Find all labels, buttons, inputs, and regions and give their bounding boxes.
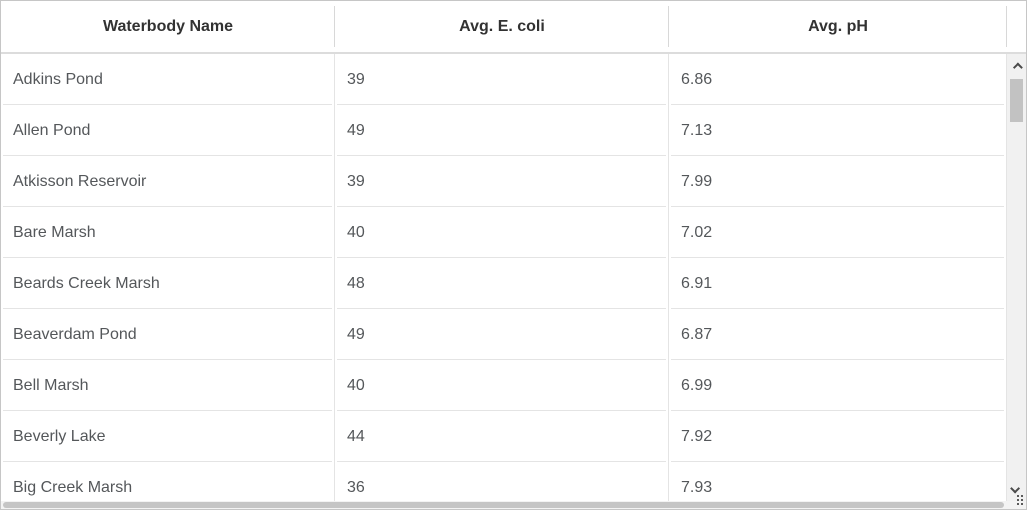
table-rows-container: Adkins Pond 39 6.86 Allen Pond 49 7.13 A… <box>1 54 1007 501</box>
cell-waterbody-name: Beards Creek Marsh <box>1 258 335 309</box>
column-header-label: Waterbody Name <box>102 17 234 35</box>
cell-waterbody-name: Big Creek Marsh <box>1 462 335 501</box>
cell-avg-ph: 7.02 <box>669 207 1007 258</box>
cell-avg-ecoli: 44 <box>335 411 669 462</box>
cell-waterbody-name: Beverly Lake <box>1 411 335 462</box>
cell-avg-ecoli: 39 <box>335 156 669 207</box>
horizontal-scrollbar-thumb[interactable] <box>3 502 1004 508</box>
table-row[interactable]: Beards Creek Marsh 48 6.91 <box>1 258 1007 309</box>
cell-avg-ecoli: 39 <box>335 54 669 105</box>
cell-waterbody-name: Beaverdam Pond <box>1 309 335 360</box>
vertical-scrollbar-thumb[interactable] <box>1010 79 1023 122</box>
table-row[interactable]: Bell Marsh 40 6.99 <box>1 360 1007 411</box>
cell-waterbody-name: Adkins Pond <box>1 54 335 105</box>
header-corner-spacer <box>1007 1 1026 52</box>
cell-avg-ph: 7.99 <box>669 156 1007 207</box>
cell-avg-ecoli: 49 <box>335 309 669 360</box>
cell-avg-ph: 6.91 <box>669 258 1007 309</box>
cell-avg-ph: 7.93 <box>669 462 1007 501</box>
scroll-up-button[interactable] <box>1007 58 1026 76</box>
cell-avg-ph: 7.13 <box>669 105 1007 156</box>
cell-avg-ph: 6.87 <box>669 309 1007 360</box>
vertical-scrollbar[interactable] <box>1007 54 1026 501</box>
table-row[interactable]: Bare Marsh 40 7.02 <box>1 207 1007 258</box>
cell-avg-ecoli: 40 <box>335 207 669 258</box>
cell-avg-ecoli: 49 <box>335 105 669 156</box>
cell-waterbody-name: Bare Marsh <box>1 207 335 258</box>
cell-waterbody-name: Atkisson Reservoir <box>1 156 335 207</box>
cell-waterbody-name: Allen Pond <box>1 105 335 156</box>
cell-avg-ph: 6.99 <box>669 360 1007 411</box>
cell-avg-ph: 6.86 <box>669 54 1007 105</box>
table-row[interactable]: Allen Pond 49 7.13 <box>1 105 1007 156</box>
table-row[interactable]: Atkisson Reservoir 39 7.99 <box>1 156 1007 207</box>
dot-grid-grip-icon[interactable] <box>1015 493 1023 505</box>
table-row[interactable]: Adkins Pond 39 6.86 <box>1 54 1007 105</box>
column-header-avg-ph[interactable]: Avg. pH <box>669 1 1007 52</box>
table-row[interactable]: Beverly Lake 44 7.92 <box>1 411 1007 462</box>
chevron-up-icon <box>1012 62 1023 72</box>
table-header-row: Waterbody Name Avg. E. coli Avg. pH <box>1 1 1026 54</box>
column-header-label: Avg. E. coli <box>459 17 545 35</box>
cell-avg-ecoli: 40 <box>335 360 669 411</box>
cell-waterbody-name: Bell Marsh <box>1 360 335 411</box>
table-body: Adkins Pond 39 6.86 Allen Pond 49 7.13 A… <box>1 54 1026 501</box>
column-header-waterbody-name[interactable]: Waterbody Name <box>1 1 335 52</box>
table-row[interactable]: Beaverdam Pond 49 6.87 <box>1 309 1007 360</box>
cell-avg-ph: 7.92 <box>669 411 1007 462</box>
column-header-avg-ecoli[interactable]: Avg. E. coli <box>335 1 669 52</box>
chevron-down-icon <box>1010 483 1021 493</box>
table-row[interactable]: Big Creek Marsh 36 7.93 <box>1 462 1007 501</box>
column-header-label: Avg. pH <box>808 17 868 35</box>
horizontal-scrollbar[interactable] <box>1 501 1026 509</box>
cell-avg-ecoli: 36 <box>335 462 669 501</box>
cell-avg-ecoli: 48 <box>335 258 669 309</box>
